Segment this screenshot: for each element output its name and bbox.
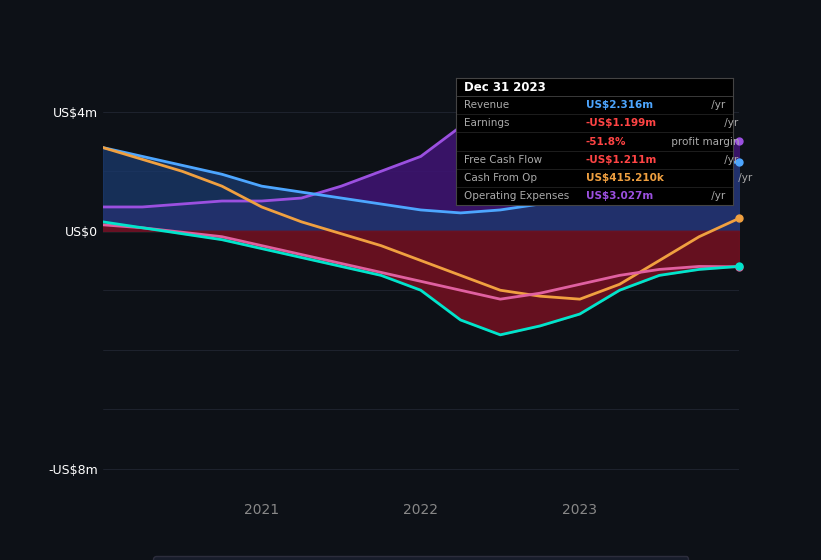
Text: /yr: /yr [709, 191, 726, 201]
Text: -US$1.211m: -US$1.211m [586, 155, 658, 165]
Text: US$415.210k: US$415.210k [586, 173, 663, 183]
Text: Dec 31 2023: Dec 31 2023 [464, 81, 546, 94]
Text: Operating Expenses: Operating Expenses [464, 191, 569, 201]
Text: profit margin: profit margin [668, 137, 740, 147]
Text: /yr: /yr [722, 118, 739, 128]
Text: Cash From Op: Cash From Op [464, 173, 537, 183]
Text: Free Cash Flow: Free Cash Flow [464, 155, 542, 165]
Text: /yr: /yr [735, 173, 752, 183]
Text: US$2.316m: US$2.316m [586, 100, 653, 110]
Text: Earnings: Earnings [464, 118, 510, 128]
Legend: Revenue, Earnings, Free Cash Flow, Cash From Op, Operating Expenses: Revenue, Earnings, Free Cash Flow, Cash … [154, 556, 688, 560]
Text: -US$1.199m: -US$1.199m [586, 118, 657, 128]
Text: -51.8%: -51.8% [586, 137, 626, 147]
Text: US$3.027m: US$3.027m [586, 191, 653, 201]
Text: Revenue: Revenue [464, 100, 509, 110]
Text: /yr: /yr [722, 155, 739, 165]
Text: /yr: /yr [709, 100, 726, 110]
